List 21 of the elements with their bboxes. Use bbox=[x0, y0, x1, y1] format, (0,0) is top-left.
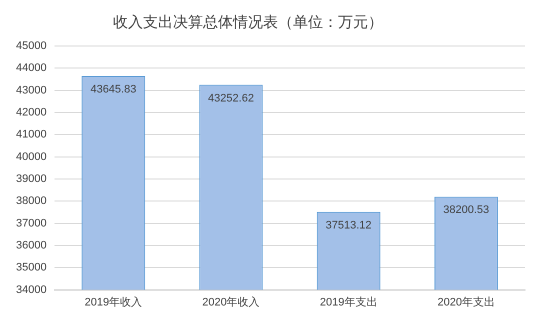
y-tick-label: 39000 bbox=[16, 173, 47, 186]
chart-title: 收入支出决算总体情况表（单位：万元） bbox=[113, 14, 383, 32]
y-tick-label: 43000 bbox=[16, 84, 47, 96]
y-tick-label: 35000 bbox=[16, 262, 47, 274]
data-label: 37513.12 bbox=[326, 219, 372, 232]
x-tick-label: 2019年收入 bbox=[84, 295, 142, 308]
y-tick-label: 45000 bbox=[16, 40, 47, 52]
data-label: 43645.83 bbox=[90, 84, 136, 96]
y-tick-label: 34000 bbox=[16, 284, 47, 296]
y-tick-label: 44000 bbox=[16, 62, 47, 74]
y-tick-label: 40000 bbox=[16, 150, 47, 163]
x-tick-label: 2019年支出 bbox=[320, 295, 378, 308]
x-tick-label: 2020年收入 bbox=[202, 295, 260, 308]
y-tick-label: 41000 bbox=[16, 128, 47, 141]
y-tick-label: 37000 bbox=[16, 217, 47, 230]
y-tick-label: 42000 bbox=[16, 106, 47, 119]
x-tick-label: 2020年支出 bbox=[437, 295, 495, 308]
data-label: 38200.53 bbox=[443, 204, 490, 216]
y-tick-label: 38000 bbox=[16, 195, 47, 208]
data-label: 43252.62 bbox=[208, 92, 254, 104]
y-tick-label: 36000 bbox=[16, 240, 47, 252]
